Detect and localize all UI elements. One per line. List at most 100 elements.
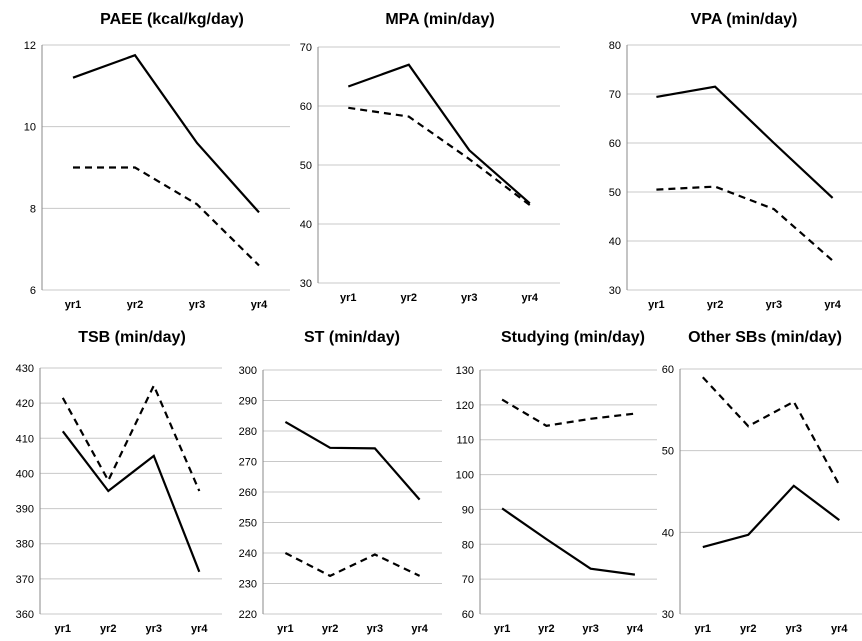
y-tick-label: 360 [16,609,34,621]
series-line-solid [347,63,531,205]
y-tick-label: 12 [24,40,36,52]
x-tick-label: yr4 [521,292,538,304]
y-tick-label: 40 [662,527,674,539]
y-tick-label: 80 [609,40,621,52]
series-line-dashed [656,185,834,262]
x-tick-label: yr1 [54,623,71,635]
y-tick-label: 270 [239,457,257,469]
chart-title: Other SBs (min/day) [688,329,842,346]
y-tick-label: 260 [239,487,257,499]
y-tick-label: 50 [300,160,312,172]
x-tick-label: yr3 [461,292,478,304]
y-tick-label: 240 [239,548,257,560]
x-tick-label: yr3 [785,623,802,635]
y-tick-label: 30 [609,285,621,297]
chart-title: MPA (min/day) [385,11,494,28]
y-tick-label: 60 [662,364,674,376]
y-tick-label: 90 [462,504,474,516]
chart-panel: MPA (min/day) 30 40 50 60 70 yr1 yr2 yr3 yr4 [300,11,560,304]
x-tick-label: yr1 [277,623,294,635]
y-tick-label: 50 [662,446,674,458]
x-tick-label: yr3 [582,623,599,635]
series-line-solid [702,484,840,549]
x-tick-label: yr2 [127,299,144,311]
y-tick-label: 40 [609,236,621,248]
x-tick-label: yr2 [538,623,555,635]
y-tick-label: 50 [609,187,621,199]
x-tick-label: yr4 [191,623,208,635]
y-tick-label: 390 [16,504,34,516]
series-line-dashed [284,552,421,578]
y-tick-label: 430 [16,363,34,375]
chart-panel: PAEE (kcal/kg/day) 6 8 10 12 yr1 yr2 yr3 yr4 [24,11,290,311]
x-tick-label: yr1 [648,299,665,311]
series-line-solid [501,507,636,576]
x-tick-label: yr4 [627,623,644,635]
x-tick-label: yr1 [494,623,511,635]
chart-title: Studying (min/day) [501,329,645,346]
y-tick-label: 100 [456,470,474,482]
y-tick-label: 80 [462,539,474,551]
series-line-solid [72,53,260,214]
y-tick-label: 30 [300,278,312,290]
y-tick-label: 130 [456,365,474,377]
y-tick-label: 300 [239,365,257,377]
series-line-solid [61,430,201,573]
x-tick-label: yr3 [189,299,206,311]
series-line-dashed [501,398,636,427]
y-tick-label: 370 [16,574,34,586]
chart-title: VPA (min/day) [691,11,798,28]
x-tick-label: yr3 [367,623,384,635]
y-tick-label: 70 [609,89,621,101]
x-tick-label: yr4 [824,299,841,311]
x-tick-label: yr2 [100,623,117,635]
y-tick-label: 250 [239,518,257,530]
chart-panel: ST (min/day) 220 230 240 250 260 270 280 290 300 y… [239,329,442,635]
series-line-solid [284,420,421,501]
y-tick-label: 60 [609,138,621,150]
y-tick-label: 280 [239,426,257,438]
chart-title: ST (min/day) [304,329,400,346]
y-tick-label: 290 [239,396,257,408]
y-tick-label: 10 [24,122,36,134]
y-tick-label: 400 [16,468,34,480]
chart-panel: VPA (min/day) 30 40 50 60 70 80 yr1 yr2 yr3 yr4 [609,11,862,311]
y-tick-label: 120 [456,400,474,412]
chart-panel: TSB (min/day) 360 370 380 390 400 410 420 430 yr1… [16,329,222,635]
series-line-dashed [61,382,201,492]
y-tick-label: 70 [300,42,312,54]
chart-panel: Other SBs (min/day) 30 40 50 60 yr1 yr2 yr3 yr4 [662,329,862,635]
y-tick-label: 60 [300,101,312,113]
y-tick-label: 6 [30,285,36,297]
x-tick-label: yr4 [411,623,428,635]
x-tick-label: yr2 [322,623,339,635]
y-tick-label: 230 [239,579,257,591]
x-tick-label: yr2 [740,623,757,635]
y-tick-label: 380 [16,539,34,551]
y-tick-label: 30 [662,609,674,621]
y-tick-label: 410 [16,433,34,445]
y-tick-label: 40 [300,219,312,231]
chart-title: PAEE (kcal/kg/day) [100,11,244,28]
chart-title: TSB (min/day) [78,329,186,346]
x-tick-label: yr1 [694,623,711,635]
y-tick-label: 70 [462,574,474,586]
x-tick-label: yr2 [400,292,417,304]
y-tick-label: 420 [16,398,34,410]
chart-panel: Studying (min/day) 60 70 80 90 100 110 120 130 yr… [456,329,657,635]
series-line-dashed [348,106,531,206]
y-tick-label: 8 [30,203,36,215]
series-line-solid [656,85,834,199]
x-tick-label: yr2 [707,299,724,311]
x-tick-label: yr1 [340,292,357,304]
x-tick-label: yr3 [766,299,783,311]
series-line-dashed [701,376,841,486]
series-line-dashed [73,166,260,267]
x-tick-label: yr4 [251,299,268,311]
y-tick-label: 110 [456,435,474,447]
x-tick-label: yr3 [145,623,162,635]
x-tick-label: yr1 [65,299,82,311]
y-tick-label: 220 [239,609,257,621]
x-tick-label: yr4 [831,623,848,635]
